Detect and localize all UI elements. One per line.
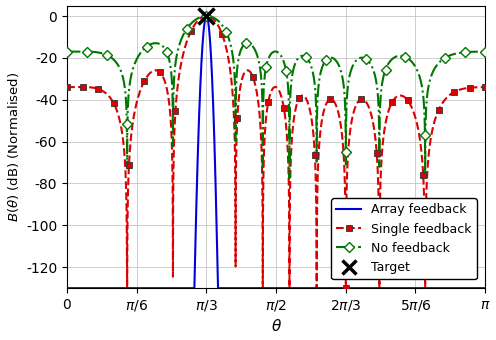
Legend: Array feedback, Single feedback, No feedback, Target: Array feedback, Single feedback, No feed…	[331, 198, 477, 279]
Y-axis label: $B(\theta)$ (dB) (Normalised): $B(\theta)$ (dB) (Normalised)	[5, 72, 20, 222]
X-axis label: $\theta$: $\theta$	[271, 319, 282, 335]
